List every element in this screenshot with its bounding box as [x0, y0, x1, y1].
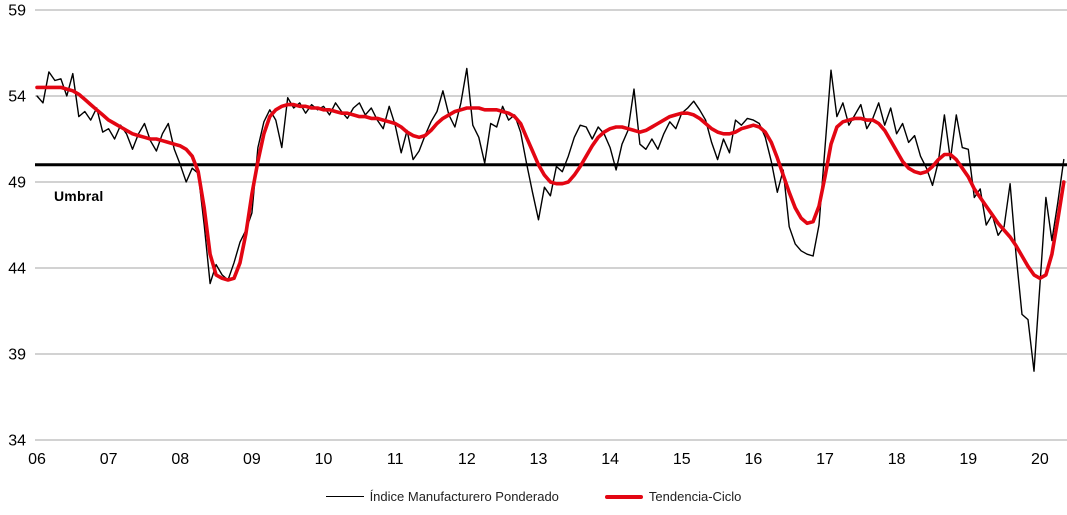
- y-tick-label: 44: [8, 261, 26, 278]
- x-tick-label: 10: [315, 451, 333, 468]
- chart-legend: Índice Manufacturero Ponderado Tendencia…: [0, 489, 1067, 504]
- x-tick-label: 20: [1031, 451, 1049, 468]
- x-tick-label: 09: [243, 451, 261, 468]
- x-tick-label: 06: [28, 451, 46, 468]
- x-tick-label: 14: [601, 451, 619, 468]
- legend-label-tendencia: Tendencia-Ciclo: [648, 489, 742, 504]
- x-tick-label: 11: [387, 451, 404, 468]
- series-line-indice-manufacturero: [36, 67, 1065, 372]
- y-tick-label: 54: [8, 89, 26, 106]
- x-tick-label: 13: [530, 451, 548, 468]
- y-tick-label: 39: [8, 347, 26, 364]
- legend-label-indice: Índice Manufacturero Ponderado: [369, 489, 559, 504]
- x-tick-label: 07: [100, 451, 118, 468]
- legend-item-tendencia: Tendencia-Ciclo: [604, 489, 742, 504]
- y-tick-label: 59: [8, 3, 26, 20]
- threshold-label: Umbral: [54, 188, 104, 204]
- x-tick-label: 17: [816, 451, 834, 468]
- x-tick-label: 12: [458, 451, 476, 468]
- x-tick-label: 15: [673, 451, 691, 468]
- x-tick-label: 08: [171, 451, 189, 468]
- y-tick-label: 34: [8, 433, 26, 450]
- x-tick-label: 16: [744, 451, 762, 468]
- red-line-swatch-icon: [604, 494, 643, 499]
- legend-item-indice: Índice Manufacturero Ponderado: [325, 489, 559, 504]
- x-tick-label: 19: [959, 451, 977, 468]
- x-tick-label: 18: [888, 451, 906, 468]
- y-tick-label: 49: [8, 175, 26, 192]
- black-line-swatch-icon: [325, 496, 364, 497]
- series-line-tendencia-ciclo: [35, 85, 1066, 282]
